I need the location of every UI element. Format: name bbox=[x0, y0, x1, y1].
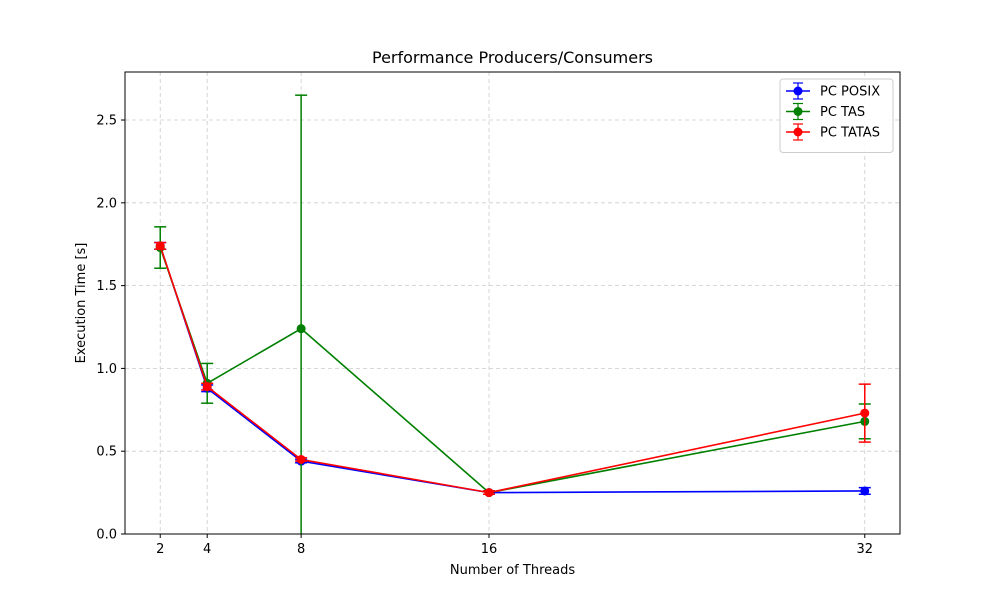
data-point-pc-tatas-8 bbox=[296, 454, 306, 464]
legend-label-pc-tas: PC TAS bbox=[820, 105, 865, 120]
data-point-pc-posix-32 bbox=[860, 486, 870, 496]
data-point-pc-tas-8 bbox=[296, 324, 306, 334]
y-tick-label-0: 0.0 bbox=[96, 528, 117, 543]
legend-marker-pc-tas bbox=[793, 107, 803, 116]
legend-box bbox=[779, 78, 894, 153]
x-tick-label-3: 16 bbox=[481, 542, 498, 557]
data-point-pc-tatas-2 bbox=[155, 241, 165, 251]
legend-marker-pc-posix bbox=[793, 86, 803, 96]
chart-title: Performance Producers/Consumers bbox=[372, 48, 653, 67]
series-layer bbox=[154, 94, 871, 534]
data-point-pc-tatas-4 bbox=[202, 382, 212, 392]
x-tick-label-1: 4 bbox=[203, 542, 211, 557]
legend-item-pc-tatas: PC TATAS bbox=[786, 123, 880, 141]
y-axis-title: Execution Time [s] bbox=[74, 243, 89, 364]
series-pc-tatas bbox=[154, 241, 871, 498]
x-tick-label-0: 2 bbox=[156, 542, 164, 557]
y-tick-label-3: 1.5 bbox=[96, 279, 117, 294]
legend-marker-pc-tatas bbox=[793, 127, 803, 137]
x-tick-label-4: 32 bbox=[856, 542, 873, 557]
data-point-pc-tatas-16 bbox=[484, 488, 494, 498]
x-tick-label-2: 8 bbox=[297, 542, 305, 557]
axes: 2 4 8 16 32 0.0 0.5 1.0 1.5 2.0 2.5 bbox=[96, 114, 873, 557]
legend-item-pc-tas: PC TAS bbox=[786, 102, 865, 121]
data-point-pc-tatas-32 bbox=[860, 408, 870, 418]
legend-item-pc-posix: PC POSIX bbox=[786, 82, 880, 100]
legend-label-pc-tatas: PC TATAS bbox=[820, 126, 880, 141]
x-axis-title: Number of Threads bbox=[450, 563, 575, 578]
legend-label-pc-posix: PC POSIX bbox=[820, 85, 880, 100]
legend: PC POSIX PC TAS PC TATAS bbox=[779, 78, 894, 153]
y-tick-label-1: 0.5 bbox=[96, 445, 117, 460]
y-tick-label-5: 2.5 bbox=[96, 114, 117, 129]
plot-frame bbox=[124, 71, 901, 535]
y-tick-label-2: 1.0 bbox=[96, 362, 117, 377]
y-tick-label-4: 2.0 bbox=[96, 196, 117, 211]
